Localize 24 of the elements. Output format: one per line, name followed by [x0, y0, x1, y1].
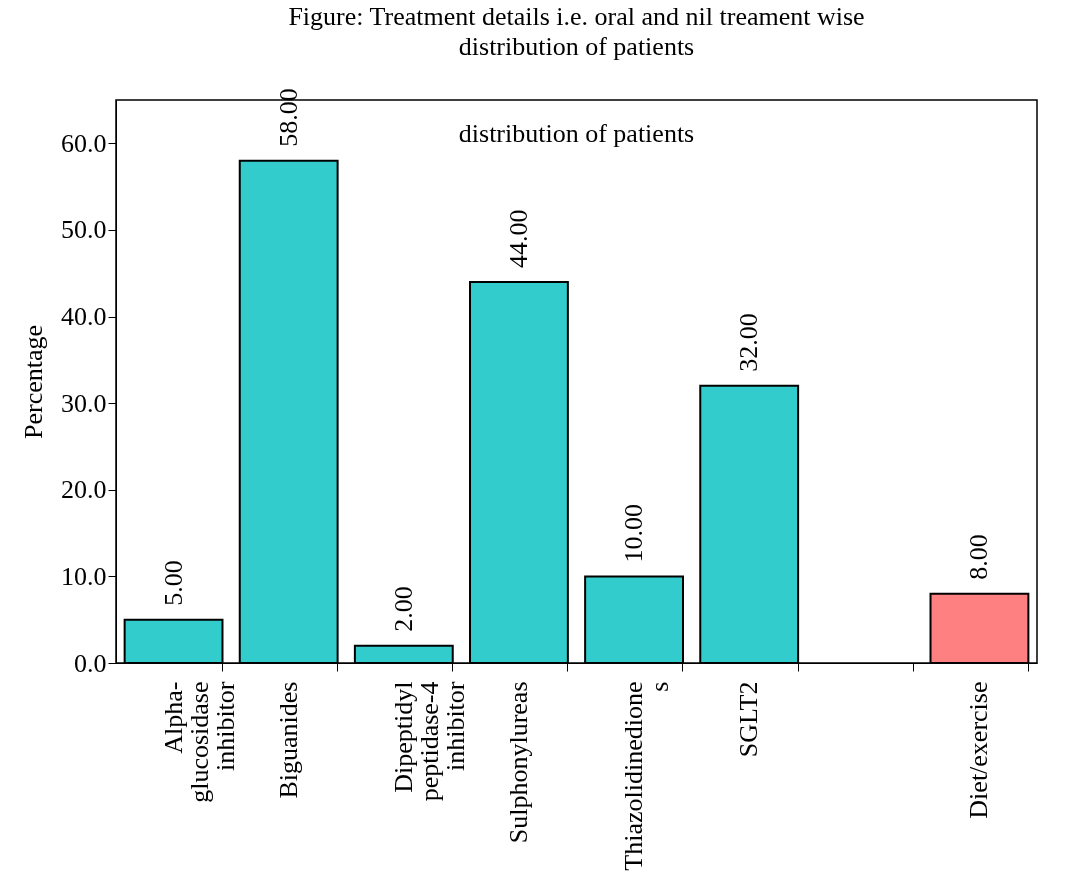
x-tick-label: SGLT2 — [734, 681, 764, 758]
x-tick-label: Alpha- glucosidase inhibitor — [158, 681, 240, 803]
y-tick-label: 60.0 — [61, 128, 107, 158]
x-tick-label: Sulphonylureas — [503, 681, 533, 844]
data-label: 2.00 — [388, 586, 418, 632]
y-tick-label: 30.0 — [61, 388, 107, 418]
data-label: 32.00 — [734, 313, 764, 372]
y-tick-label: 40.0 — [61, 302, 107, 332]
data-label: 5.00 — [158, 560, 188, 606]
data-label: 44.00 — [503, 209, 533, 268]
y-tick-label: 0.0 — [74, 648, 107, 678]
x-tick-label: Thiazolidinedione s — [619, 681, 675, 871]
y-axis-title: Percentage — [19, 324, 48, 440]
data-label: 10.00 — [619, 503, 649, 563]
x-tick-label: Dipeptidyl peptidase-4 inhibitor — [388, 681, 470, 802]
text: distribution of patients — [458, 119, 695, 148]
chart-title: Figure: Treatment details i.e. oral and nil treament wise distribution of patients — [288, 2, 865, 62]
y-tick-label: 10.0 — [61, 561, 107, 591]
x-tick-label: Biguanides — [273, 681, 303, 799]
y-tick-label: 20.0 — [61, 475, 107, 505]
x-tick-label: Diet/exercise — [964, 681, 994, 819]
y-tick-label: 50.0 — [61, 215, 107, 245]
data-label: 58.00 — [273, 88, 303, 147]
data-label: 8.00 — [964, 534, 994, 580]
